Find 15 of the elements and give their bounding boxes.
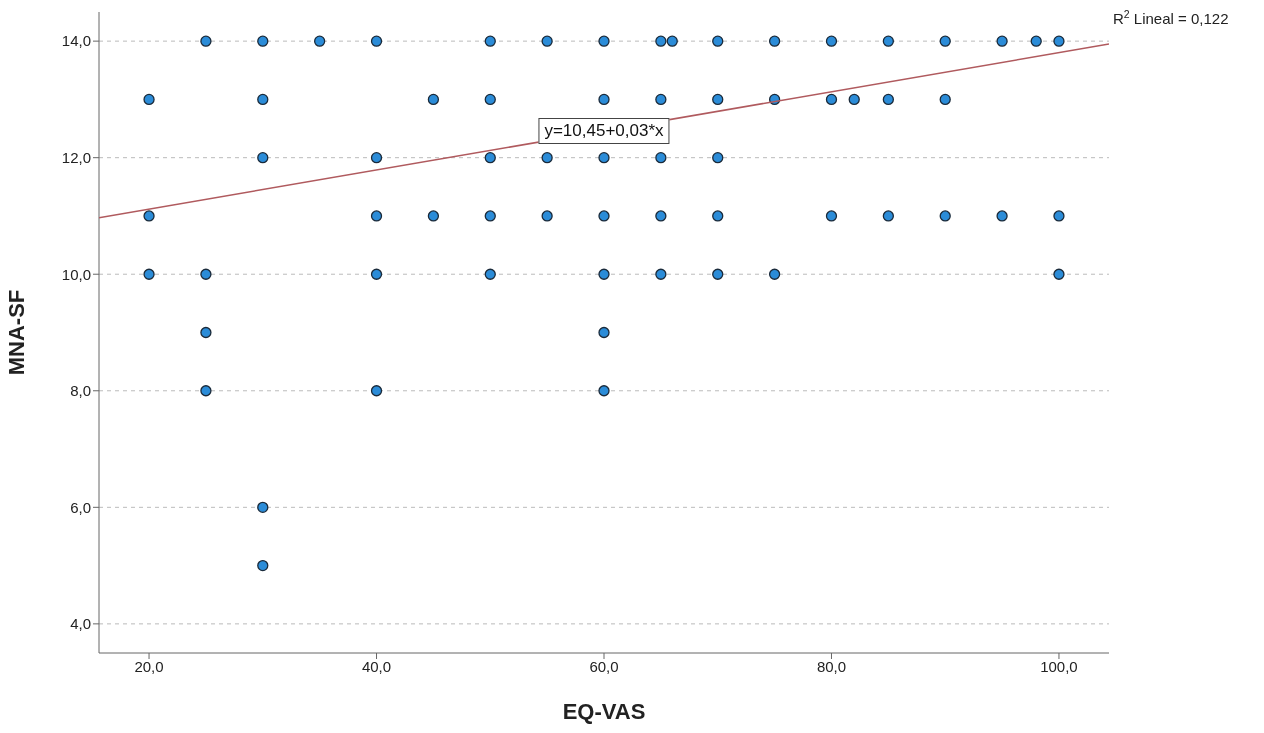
- x-tick-label: 100,0: [1040, 657, 1078, 675]
- x-tick-label: 60,0: [589, 657, 619, 675]
- y-tick-label: 4,0: [70, 615, 91, 633]
- annotation: y=10,45+0,03*x: [538, 118, 670, 145]
- text: R$^{2}$ Lineal = 0,122: [1113, 8, 1229, 27]
- x-tick-label: 40,0: [361, 657, 392, 675]
- y-tick-label: 10,0: [61, 265, 91, 283]
- y-tick-label: 14,0: [61, 32, 91, 50]
- y-axis-title: MNA-SF: [3, 289, 29, 376]
- y-tick-label: 8,0: [70, 382, 91, 400]
- x-tick-label: 20,0: [134, 657, 164, 675]
- y-tick-label: 6,0: [70, 498, 91, 516]
- y-tick-label: 12,0: [61, 149, 91, 167]
- x-tick-label: 80,0: [816, 657, 847, 675]
- x-axis-title: EQ-VAS: [562, 699, 646, 724]
